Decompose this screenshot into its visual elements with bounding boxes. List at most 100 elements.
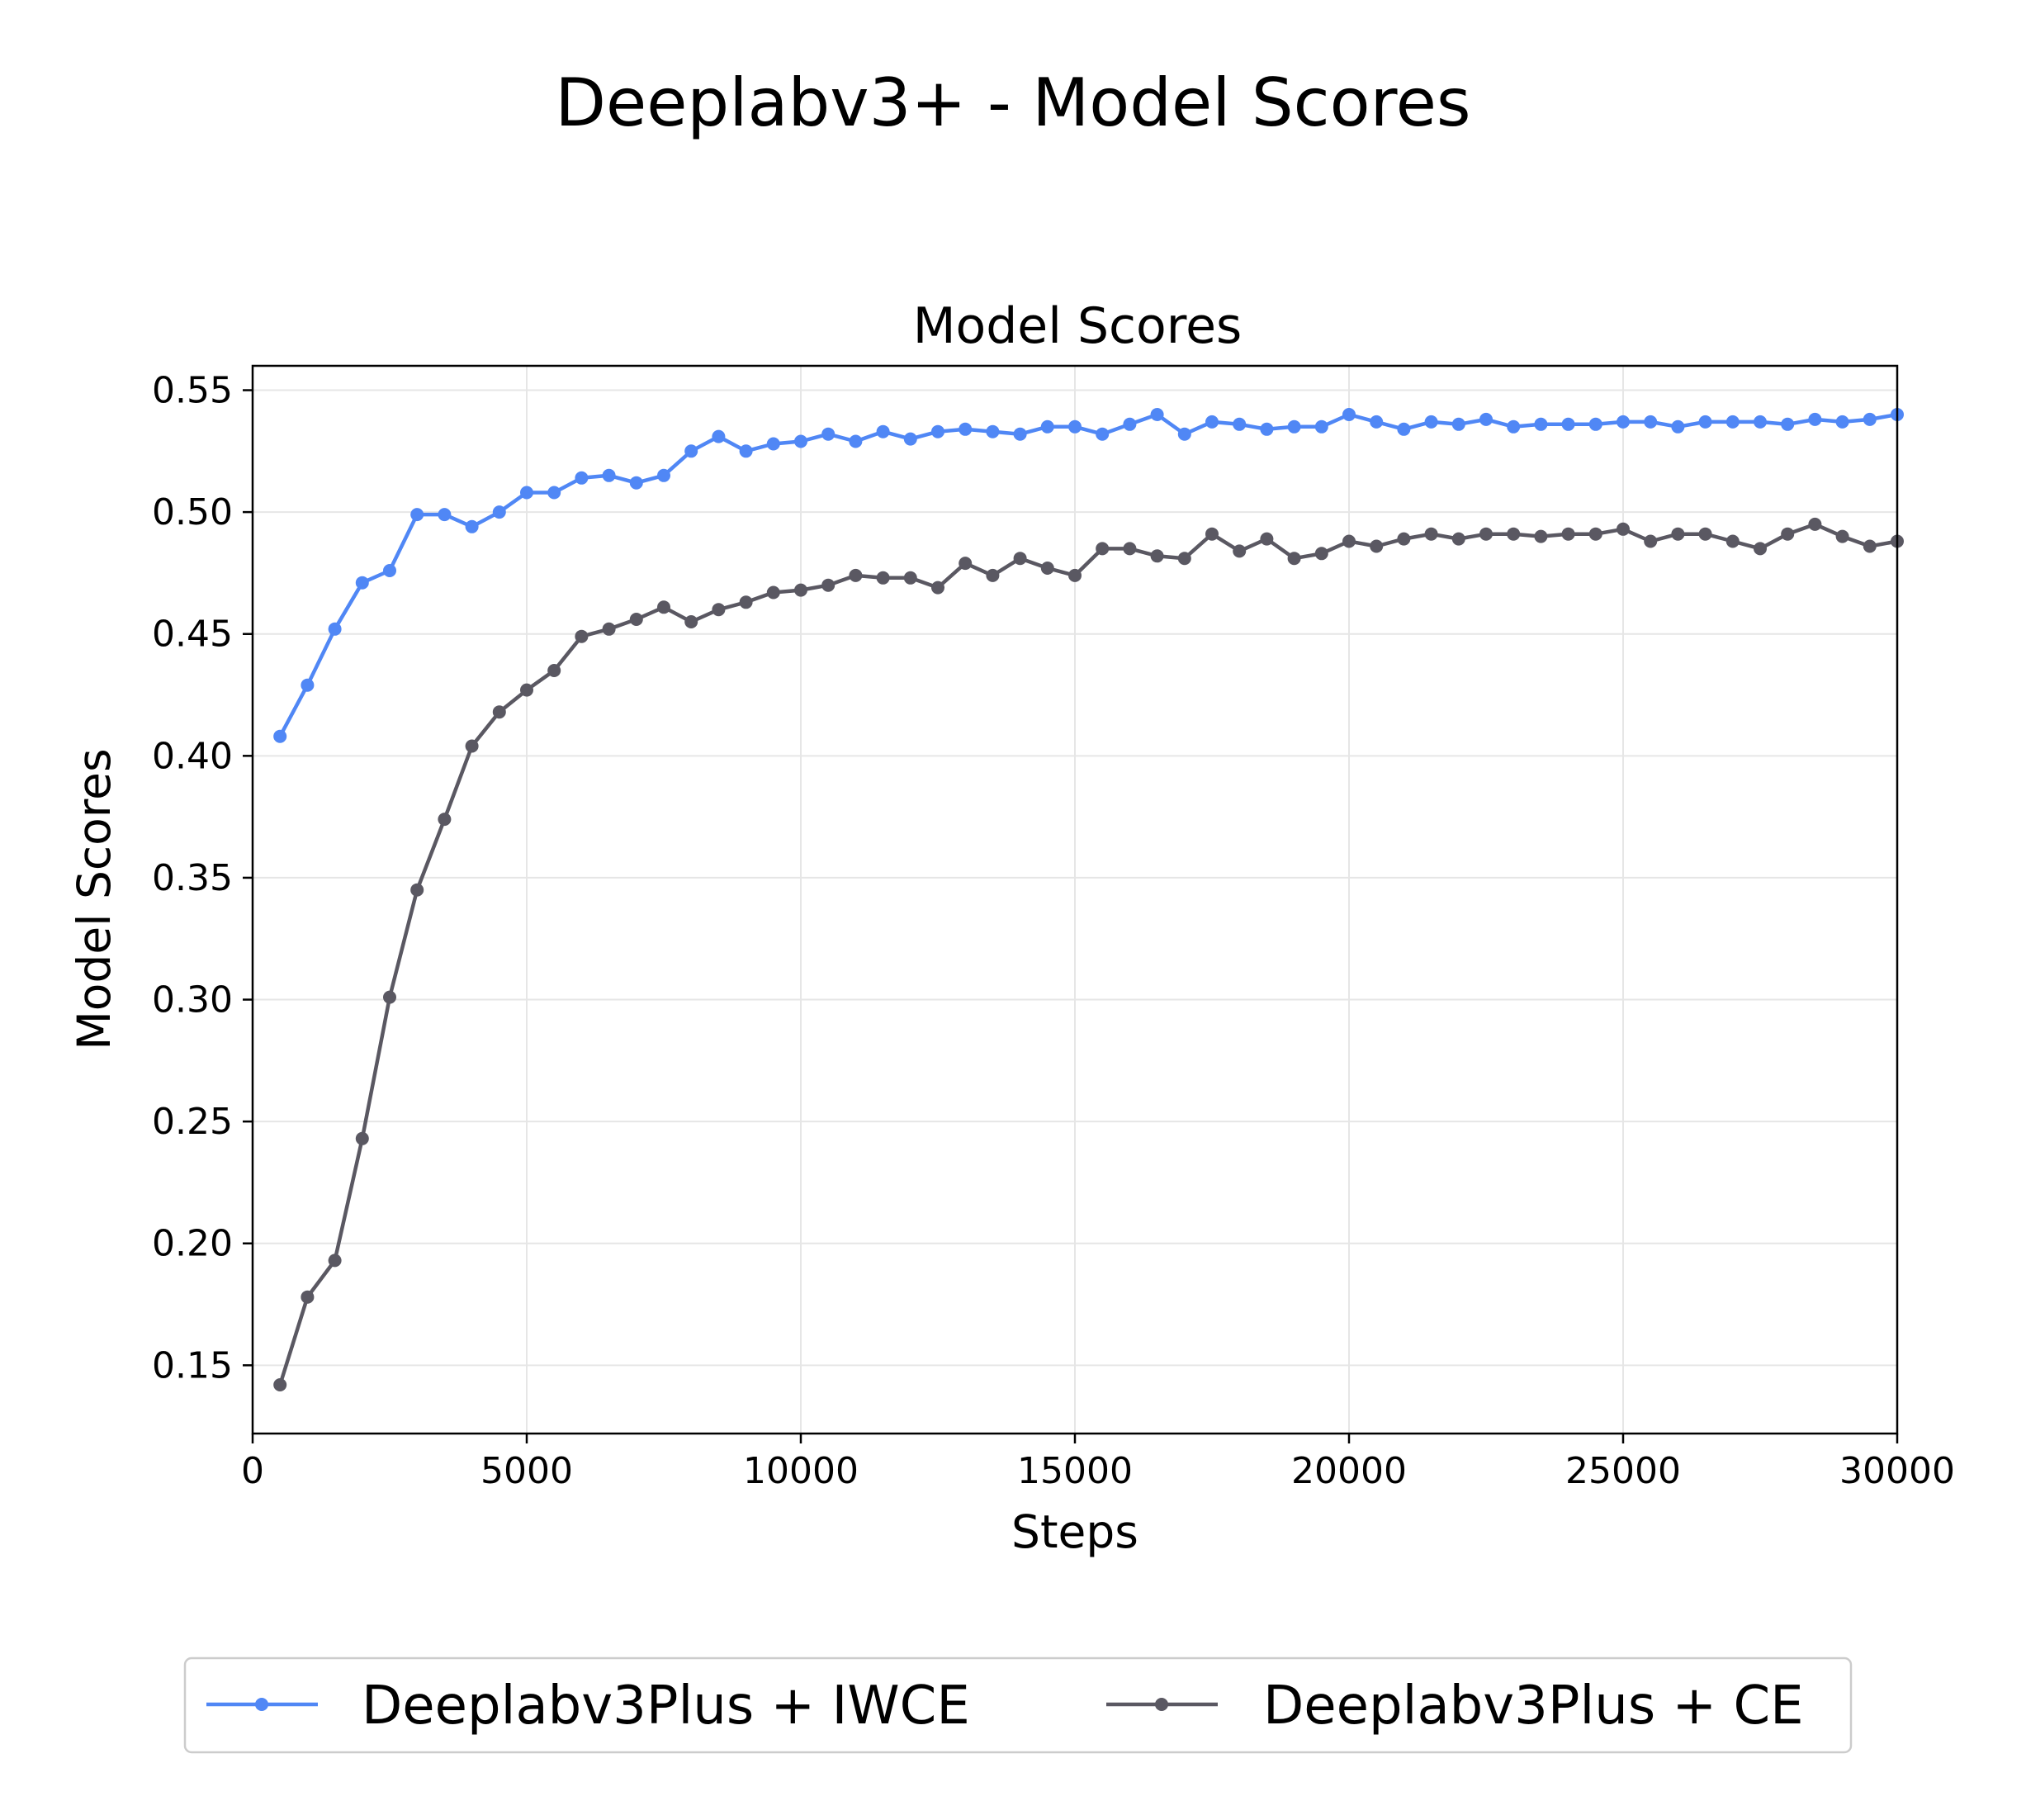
legend-dot-ce: [1155, 1698, 1168, 1711]
x-tick-label: 0: [241, 1450, 264, 1492]
x-axis: 0 5000 10000 15000 20000 25000 30000: [241, 1434, 1955, 1492]
data-point: [821, 427, 835, 441]
data-point: [821, 578, 835, 592]
data-point: [438, 813, 452, 827]
data-point: [1342, 534, 1356, 548]
data-point: [1150, 408, 1164, 421]
data-point: [849, 434, 863, 448]
data-point: [1507, 527, 1521, 541]
data-point: [1698, 527, 1712, 541]
data-point: [712, 603, 726, 617]
data-point: [1150, 549, 1164, 563]
data-point: [1451, 417, 1465, 431]
y-tick-label: 0.15: [152, 1344, 233, 1386]
data-point: [1781, 527, 1795, 541]
data-point: [1561, 417, 1575, 431]
data-point: [1479, 527, 1493, 541]
data-point: [1588, 527, 1602, 541]
data-point: [273, 1378, 287, 1391]
data-point: [986, 424, 1000, 438]
data-point: [903, 571, 917, 585]
data-point: [1177, 552, 1191, 566]
data-point: [465, 739, 479, 753]
data-point: [1561, 527, 1575, 541]
data-point: [355, 576, 369, 590]
data-point: [684, 615, 698, 628]
legend-label-ce: Deeplabv3Plus + CE: [1263, 1675, 1804, 1737]
data-point: [1808, 517, 1822, 531]
data-point: [1588, 417, 1602, 431]
data-point: [1835, 415, 1849, 429]
data-point: [438, 508, 452, 522]
data-point: [739, 595, 753, 609]
x-axis-label: Steps: [1011, 1505, 1138, 1558]
data-point: [1725, 534, 1740, 548]
y-tick-label: 0.55: [152, 370, 233, 412]
y-tick-label: 0.25: [152, 1101, 233, 1143]
y-tick-label: 0.40: [152, 735, 233, 777]
data-point: [766, 585, 780, 600]
y-tick-label: 0.20: [152, 1223, 233, 1265]
data-point: [1754, 542, 1767, 556]
data-point: [1397, 532, 1411, 546]
x-tick-label: 20000: [1291, 1450, 1407, 1492]
data-point: [383, 564, 396, 577]
data-point: [1260, 532, 1274, 546]
data-point: [1068, 419, 1082, 434]
x-tick-label: 10000: [743, 1450, 859, 1492]
data-point: [876, 424, 890, 438]
legend-dot-iwce: [255, 1698, 268, 1711]
x-tick-label: 25000: [1565, 1450, 1681, 1492]
legend: Deeplabv3Plus + IWCE Deeplabv3Plus + CE: [183, 1656, 1853, 1754]
series-0: [273, 408, 1904, 743]
y-tick-label: 0.35: [152, 857, 233, 899]
data-point: [602, 622, 616, 636]
data-point: [328, 1254, 342, 1268]
legend-frame: [183, 1656, 1853, 1754]
data-point: [1342, 408, 1356, 421]
data-point: [575, 629, 589, 643]
data-point: [1205, 527, 1219, 541]
data-point: [328, 622, 342, 636]
data-point: [903, 432, 917, 446]
data-point: [1096, 427, 1110, 441]
grid-lines: [252, 366, 1898, 1434]
data-point: [1123, 542, 1137, 556]
data-point: [575, 471, 589, 485]
x-tick-label: 5000: [480, 1450, 573, 1492]
data-point: [1013, 427, 1027, 441]
data-point: [1808, 412, 1822, 426]
data-point: [520, 683, 533, 697]
data-point: [1177, 427, 1191, 441]
data-point: [931, 424, 944, 438]
data-point: [1205, 415, 1219, 429]
series-1: [273, 517, 1904, 1391]
data-point: [1287, 552, 1301, 566]
data-point: [301, 1290, 315, 1304]
data-point: [383, 990, 396, 1004]
data-point: [1534, 529, 1548, 543]
data-point: [1096, 542, 1110, 556]
data-point: [1123, 417, 1137, 431]
series-layer: [273, 408, 1904, 1391]
data-point: [1451, 532, 1465, 546]
legend-label-iwce: Deeplabv3Plus + IWCE: [362, 1675, 970, 1737]
data-point: [547, 664, 561, 677]
data-point: [1507, 419, 1521, 434]
data-point: [794, 434, 807, 448]
data-point: [1040, 562, 1054, 575]
data-point: [1644, 415, 1658, 429]
data-point: [629, 613, 643, 626]
data-point: [657, 600, 670, 614]
y-axis: 0.15 0.20 0.25 0.30 0.35 0.40 0.45 0.50 0.55: [152, 370, 253, 1386]
data-point: [1314, 547, 1328, 561]
data-point: [959, 557, 973, 571]
data-point: [1644, 534, 1658, 548]
data-point: [301, 678, 315, 692]
data-point: [1671, 527, 1685, 541]
data-point: [1863, 412, 1877, 426]
data-point: [684, 444, 698, 458]
data-point: [602, 468, 616, 482]
data-point: [1040, 419, 1054, 434]
x-tick-label: 30000: [1839, 1450, 1955, 1492]
